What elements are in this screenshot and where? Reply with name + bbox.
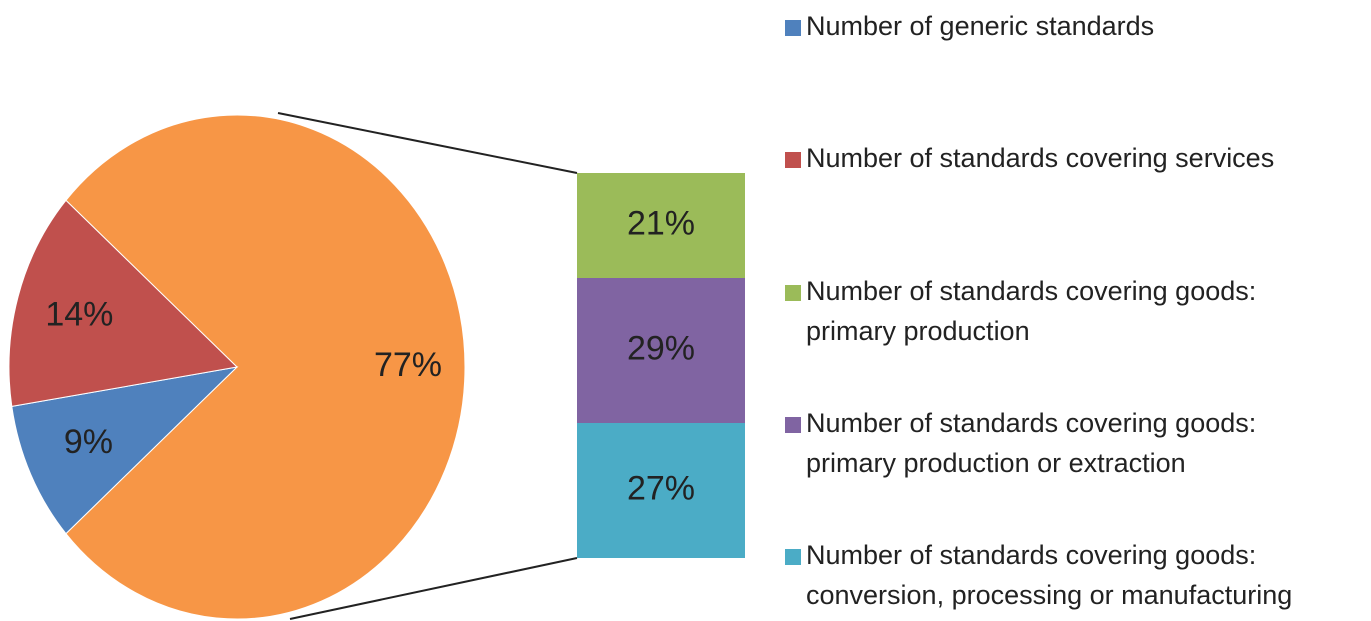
data-label: 77% [374, 346, 442, 384]
data-label: 21% [627, 204, 695, 242]
data-label: 27% [627, 469, 695, 507]
bar-segment [577, 173, 745, 278]
legend-swatch [785, 417, 801, 433]
bar-segment [577, 278, 745, 423]
legend-swatch [785, 20, 801, 36]
legend-label: Number of generic standards [806, 11, 1154, 41]
data-label: 29% [627, 329, 695, 367]
bar-segment [577, 423, 745, 558]
connector [289, 557, 578, 620]
legend-label: Number of standards covering goods: [806, 408, 1256, 438]
legend-label: primary production or extraction [806, 448, 1186, 478]
legend-swatch [785, 549, 801, 565]
pie-slice [8, 199, 239, 408]
data-label: 9% [64, 423, 113, 461]
legend-swatch [785, 152, 801, 168]
connector [277, 112, 578, 174]
legend-label: conversion, processing or manufacturing [806, 580, 1292, 610]
legend-label: Number of standards covering services [806, 143, 1274, 173]
legend-label: Number of standards covering goods: [806, 540, 1256, 570]
pie-slice [65, 114, 466, 620]
pie-slice [11, 366, 239, 535]
legend-swatch [785, 285, 801, 301]
legend-label: primary production [806, 316, 1030, 346]
legend-label: Number of standards covering goods: [806, 276, 1256, 306]
data-label: 14% [45, 295, 113, 333]
